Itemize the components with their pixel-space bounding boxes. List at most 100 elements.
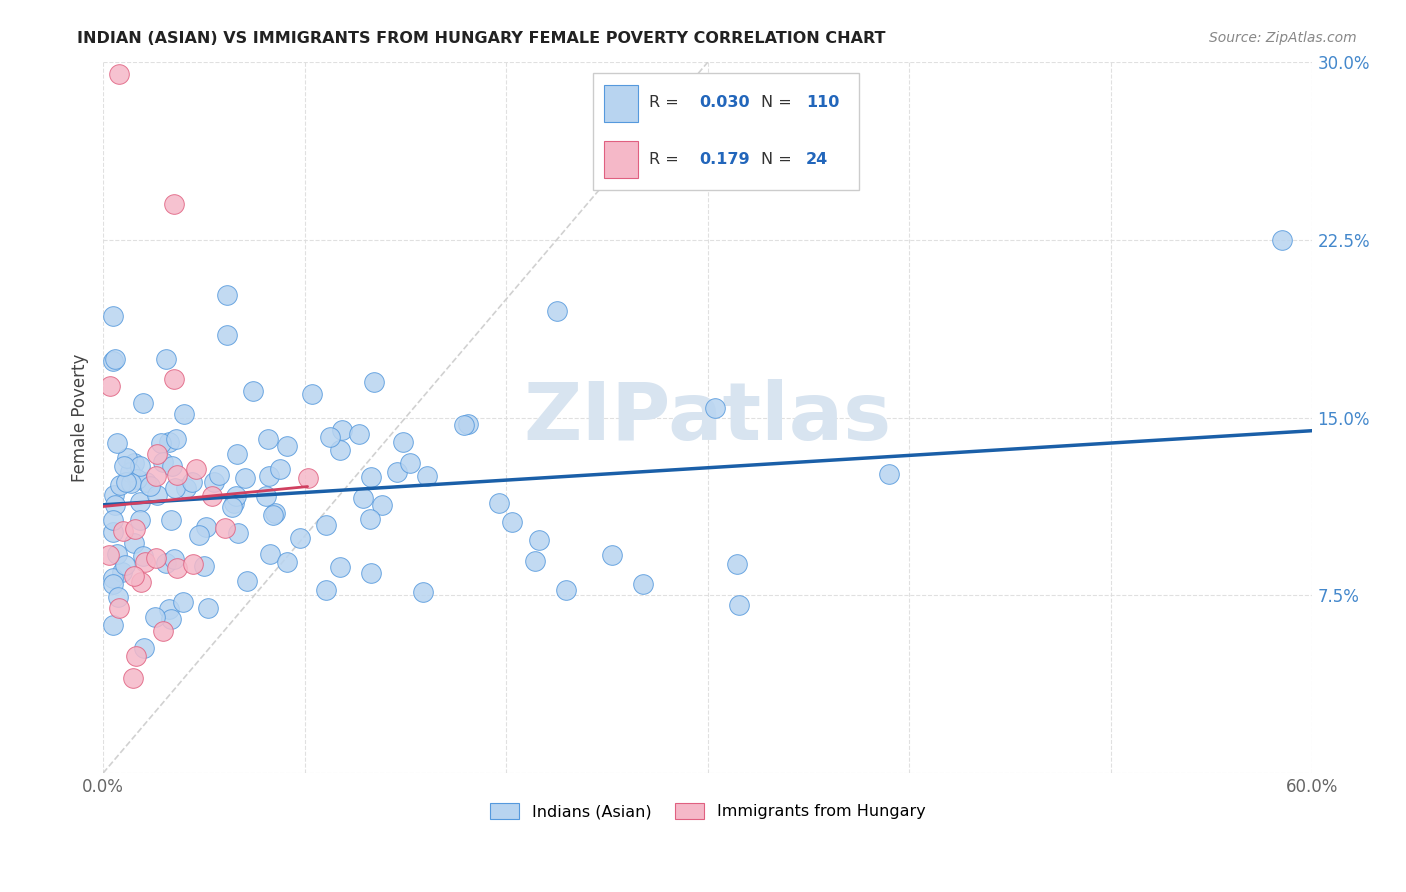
Point [288, 531, 311, 545]
Point [412, 585, 434, 599]
Point [103, 354, 125, 368]
Point [347, 427, 370, 442]
Point [98, 549, 121, 563]
Point [160, 612, 183, 626]
Point [217, 328, 239, 343]
Point [330, 423, 353, 437]
Point [269, 462, 291, 476]
Point [259, 547, 281, 561]
Point [224, 496, 246, 510]
Point [149, 435, 172, 450]
Point [103, 577, 125, 591]
Point [131, 396, 153, 410]
Point [163, 372, 186, 386]
Point [200, 489, 222, 503]
Point [225, 489, 247, 503]
Point [194, 520, 217, 534]
Point [263, 506, 285, 520]
Point [600, 548, 623, 562]
Point [104, 498, 127, 512]
Point [235, 574, 257, 589]
Point [98, 379, 121, 393]
Point [360, 470, 382, 484]
Point [152, 624, 174, 639]
Point [197, 600, 219, 615]
Point [242, 384, 264, 398]
Point [132, 549, 155, 564]
Point [108, 67, 131, 81]
Point [546, 304, 568, 318]
Point [254, 489, 277, 503]
Point [193, 559, 215, 574]
Point [360, 566, 382, 580]
Point [163, 197, 186, 211]
Point [315, 517, 337, 532]
Point [226, 446, 249, 460]
Point [398, 456, 420, 470]
Point [128, 513, 150, 527]
Text: Source: ZipAtlas.com: Source: ZipAtlas.com [1209, 31, 1357, 45]
Point [188, 528, 211, 542]
Point [103, 488, 125, 502]
Point [115, 450, 138, 465]
Point [111, 524, 134, 539]
Point [155, 351, 177, 366]
Y-axis label: Female Poverty: Female Poverty [72, 353, 89, 482]
Point [186, 462, 208, 476]
Point [221, 500, 243, 514]
Point [174, 482, 197, 496]
Point [107, 601, 129, 615]
Point [725, 557, 748, 571]
Point [122, 671, 145, 685]
Point [457, 417, 479, 432]
Point [301, 386, 323, 401]
Point [371, 498, 394, 512]
Point [122, 569, 145, 583]
Point [202, 475, 225, 489]
Point [703, 401, 725, 415]
Point [107, 590, 129, 604]
Point [215, 288, 238, 302]
Point [385, 466, 408, 480]
Point [524, 554, 547, 568]
Point [257, 468, 280, 483]
Point [120, 476, 142, 491]
Point [329, 560, 352, 574]
Point [214, 521, 236, 535]
Point [124, 522, 146, 536]
Point [103, 513, 125, 527]
Point [315, 583, 337, 598]
Point [360, 512, 382, 526]
Point [103, 571, 125, 585]
Point [145, 550, 167, 565]
Point [163, 552, 186, 566]
Point [160, 458, 183, 473]
Point [352, 491, 374, 506]
Point [124, 648, 146, 663]
Point [129, 574, 152, 589]
Point [134, 555, 156, 569]
Point [879, 467, 901, 482]
Point [112, 458, 135, 473]
Point [163, 481, 186, 495]
Text: ZIPatlas: ZIPatlas [523, 378, 891, 457]
Point [114, 558, 136, 572]
Point [208, 468, 231, 483]
Point [631, 577, 654, 591]
Point [172, 595, 194, 609]
Point [159, 514, 181, 528]
Point [166, 561, 188, 575]
Point [105, 436, 128, 450]
Point [115, 475, 138, 489]
Point [143, 610, 166, 624]
Point [103, 309, 125, 323]
Point [527, 533, 550, 547]
Point [453, 417, 475, 432]
Point [226, 525, 249, 540]
Point [157, 602, 180, 616]
Point [145, 469, 167, 483]
Point [276, 555, 298, 569]
Point [146, 447, 169, 461]
Point [125, 473, 148, 487]
Point [233, 471, 256, 485]
